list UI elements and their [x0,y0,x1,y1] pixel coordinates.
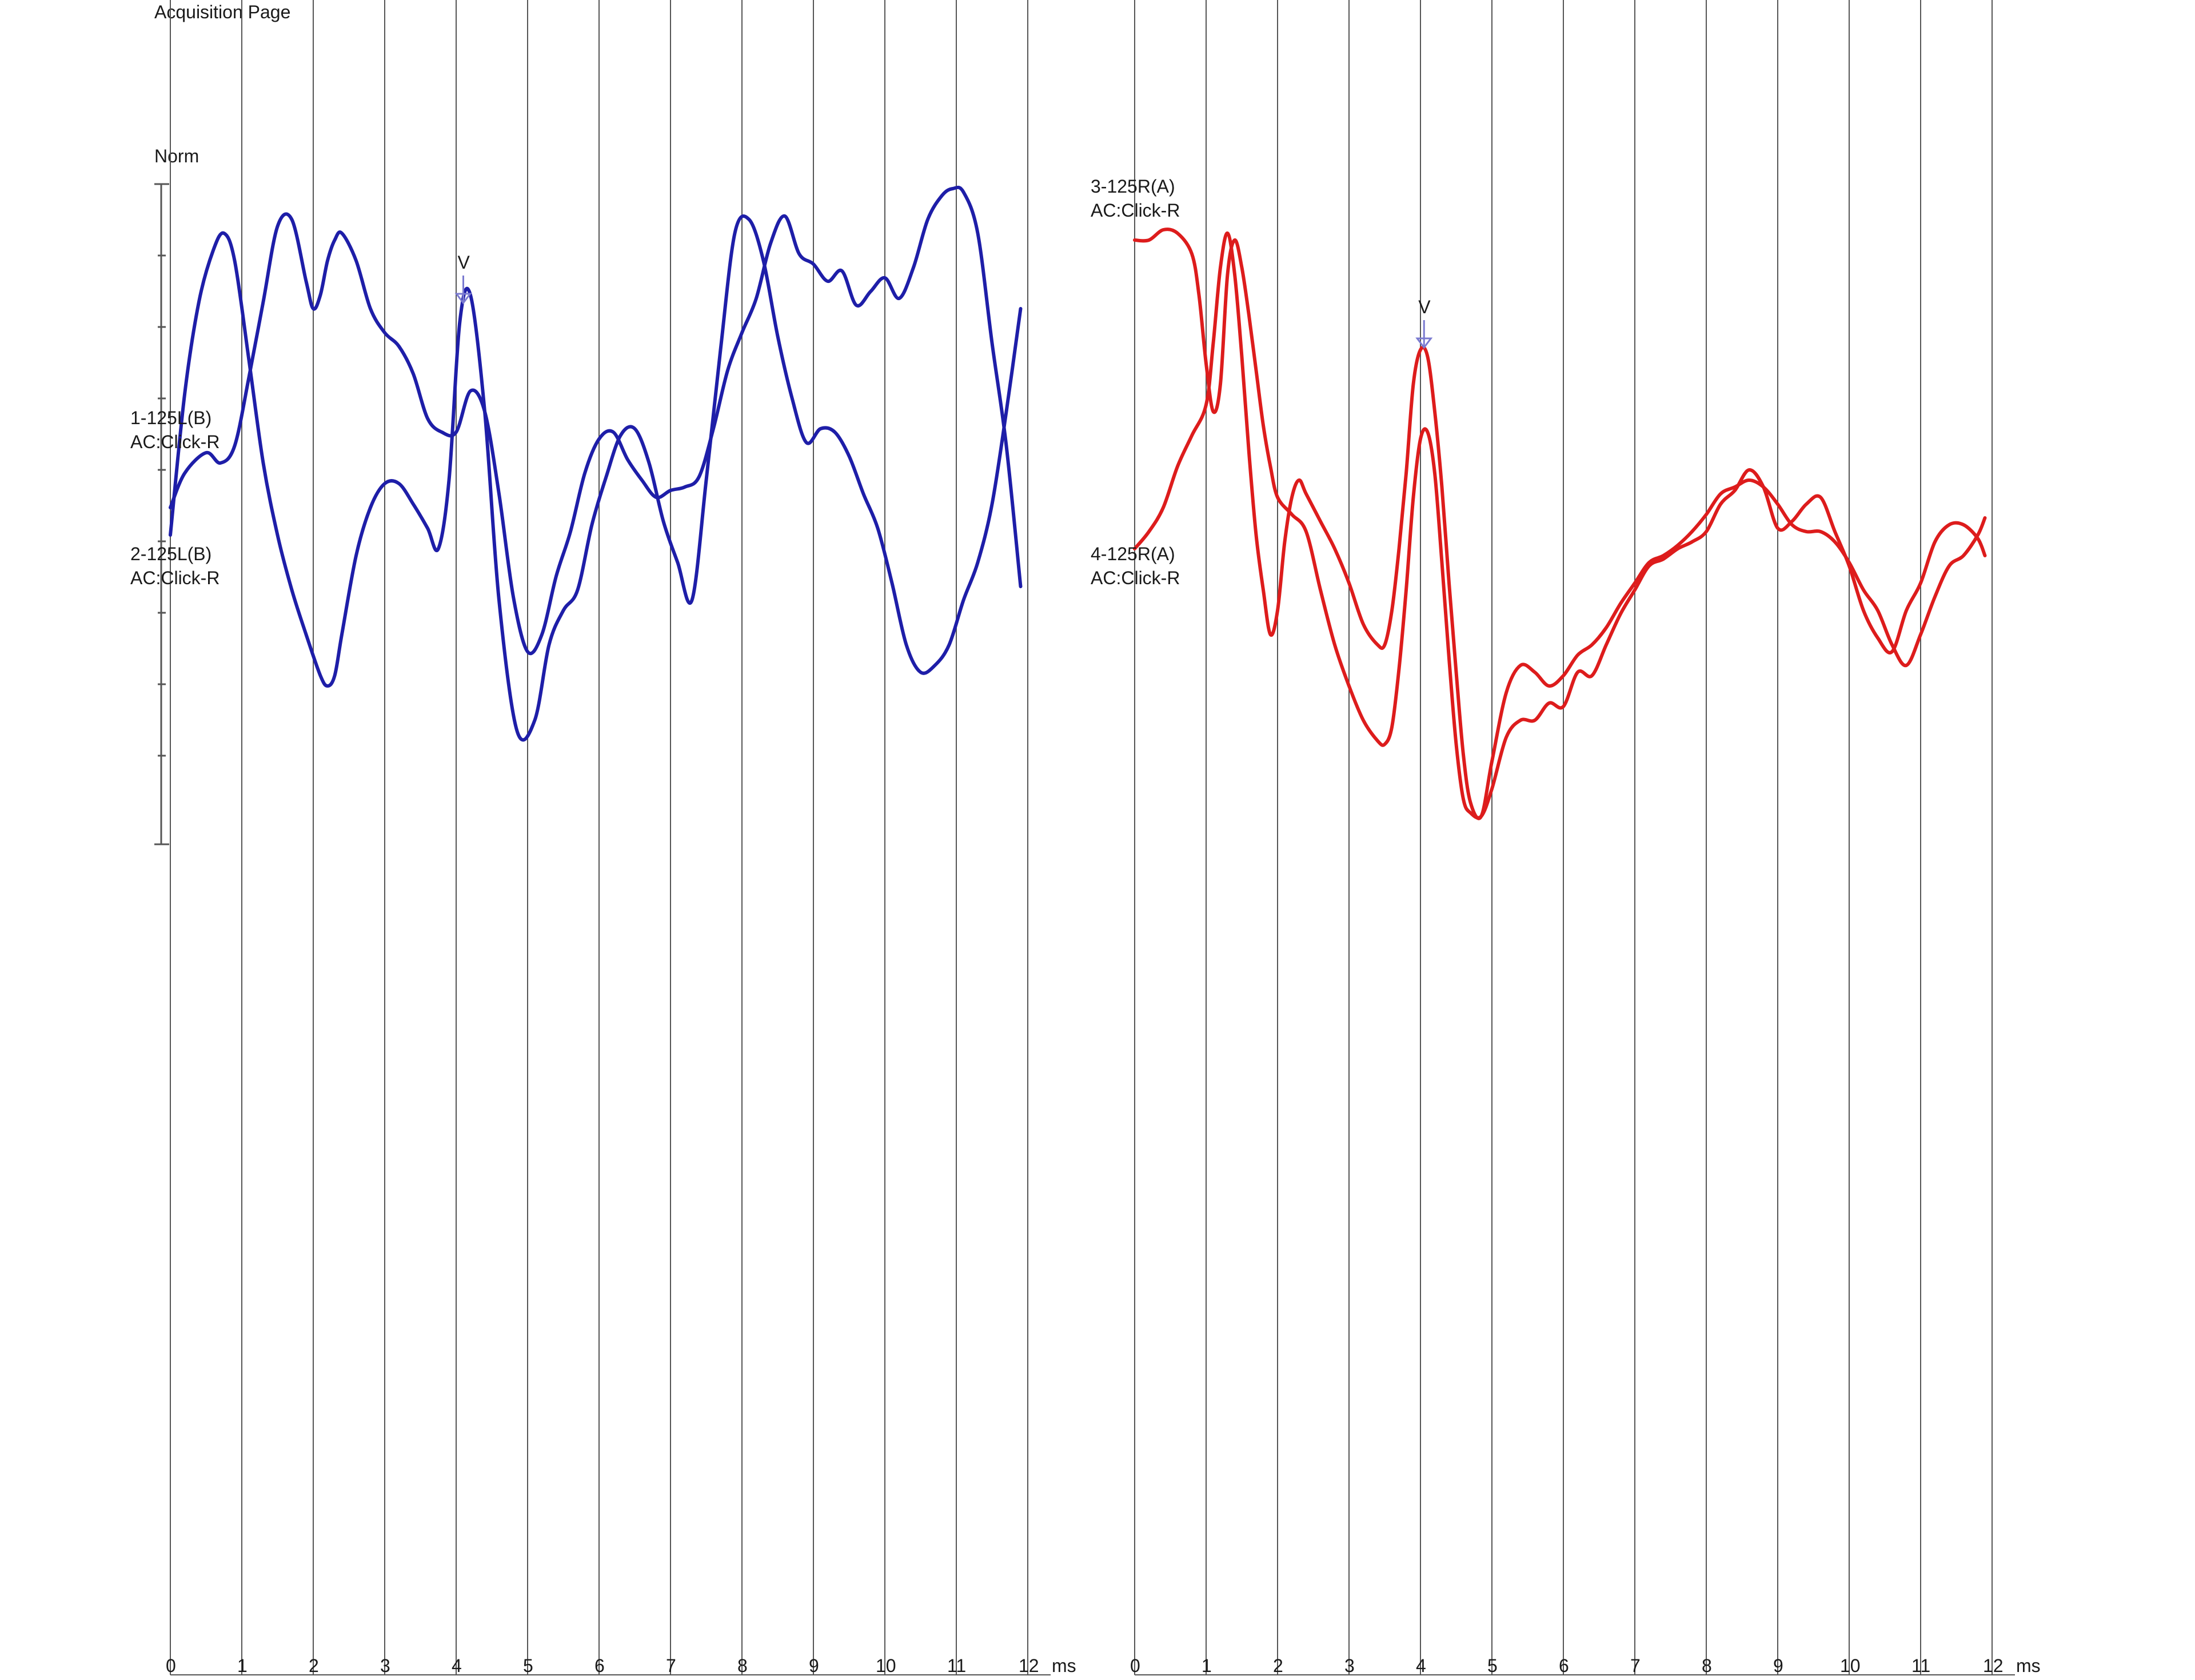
left-trace-label-2-line2: AC:Click-R [130,568,220,588]
right-peak-v-arrow-icon [1415,337,1433,349]
left-x-tick-label: 4 [452,1655,462,1676]
right-panel: V 0 1 2 3 4 5 6 7 8 9 10 11 12 ms 3-125R(A) AC:Click-… [1091,0,2041,1676]
right-x-tick-label: 9 [1773,1655,1783,1676]
right-waveforms [1133,228,1987,820]
left-x-tick-label: 5 [523,1655,533,1676]
left-x-tick-label: 12 [1019,1655,1039,1676]
left-x-tick-label: 3 [380,1655,390,1676]
right-x-tick-label: 12 [1983,1655,2004,1676]
right-x-tick-label: 8 [1702,1655,1712,1676]
right-x-tick-label: 5 [1487,1655,1498,1676]
right-markers: V [1415,297,1433,349]
left-grid [170,0,1051,1675]
left-trace-label-2-line1: 2-125L(B) [130,544,211,564]
right-trace-label-1-line1: 3-125R(A) [1091,176,1175,197]
left-peak-v-label: V [458,252,470,273]
left-trace-label-1-line2: AC:Click-R [130,432,220,452]
left-x-tick-label: 6 [594,1655,605,1676]
right-grid [1134,0,2015,1675]
left-x-tick-label: 10 [876,1655,896,1676]
left-x-tick-label: 0 [166,1655,176,1676]
left-x-tick-label: 8 [737,1655,748,1676]
right-waveform-2 [1133,231,1987,820]
right-x-tick-label: 7 [1630,1655,1641,1676]
left-waveform-1 [169,214,1023,742]
right-waveform-1 [1133,228,1987,820]
left-trace-label-1-line1: 1-125L(B) [130,408,211,428]
left-x-tick-label: 2 [309,1655,319,1676]
right-x-tick-label: 10 [1840,1655,1861,1676]
right-x-axis-unit: ms [2016,1655,2041,1676]
left-waveforms [169,185,1023,742]
right-x-tick-label: 1 [1202,1655,1212,1676]
left-waveform-2 [169,185,1023,656]
right-x-tick-label: 2 [1273,1655,1283,1676]
left-tick-labels: 0 1 2 3 4 5 6 7 8 9 10 11 12 ms [166,1655,1076,1676]
right-x-tick-label: 3 [1344,1655,1355,1676]
right-x-tick-label: 6 [1559,1655,1569,1676]
right-tick-labels: 0 1 2 3 4 5 6 7 8 9 10 11 12 ms [1130,1655,2041,1676]
scale-label: Norm [154,146,199,166]
right-trace-label-2-line1: 4-125R(A) [1091,544,1175,564]
right-x-tick-label: 11 [1911,1655,1930,1676]
left-x-axis-unit: ms [1052,1655,1076,1676]
left-x-tick-label: 11 [947,1655,966,1676]
right-x-tick-label: 4 [1416,1655,1426,1676]
right-trace-label-1-line2: AC:Click-R [1091,200,1180,221]
left-peak-v-arrow-icon [454,293,472,305]
right-trace-label-2-line2: AC:Click-R [1091,568,1180,588]
left-markers: V [454,252,472,305]
right-x-tick-label: 0 [1130,1655,1140,1676]
left-panel: V 0 1 2 3 4 5 6 7 8 9 10 11 12 ms 1-125L(B) AC:Click-… [130,0,1076,1676]
right-peak-v-label: V [1418,297,1431,317]
left-x-tick-label: 7 [666,1655,676,1676]
left-x-tick-label: 9 [809,1655,819,1676]
page-title: Acquisition Page [154,2,290,22]
amplitude-scale-bar [154,183,169,845]
left-x-tick-label: 1 [237,1655,248,1676]
